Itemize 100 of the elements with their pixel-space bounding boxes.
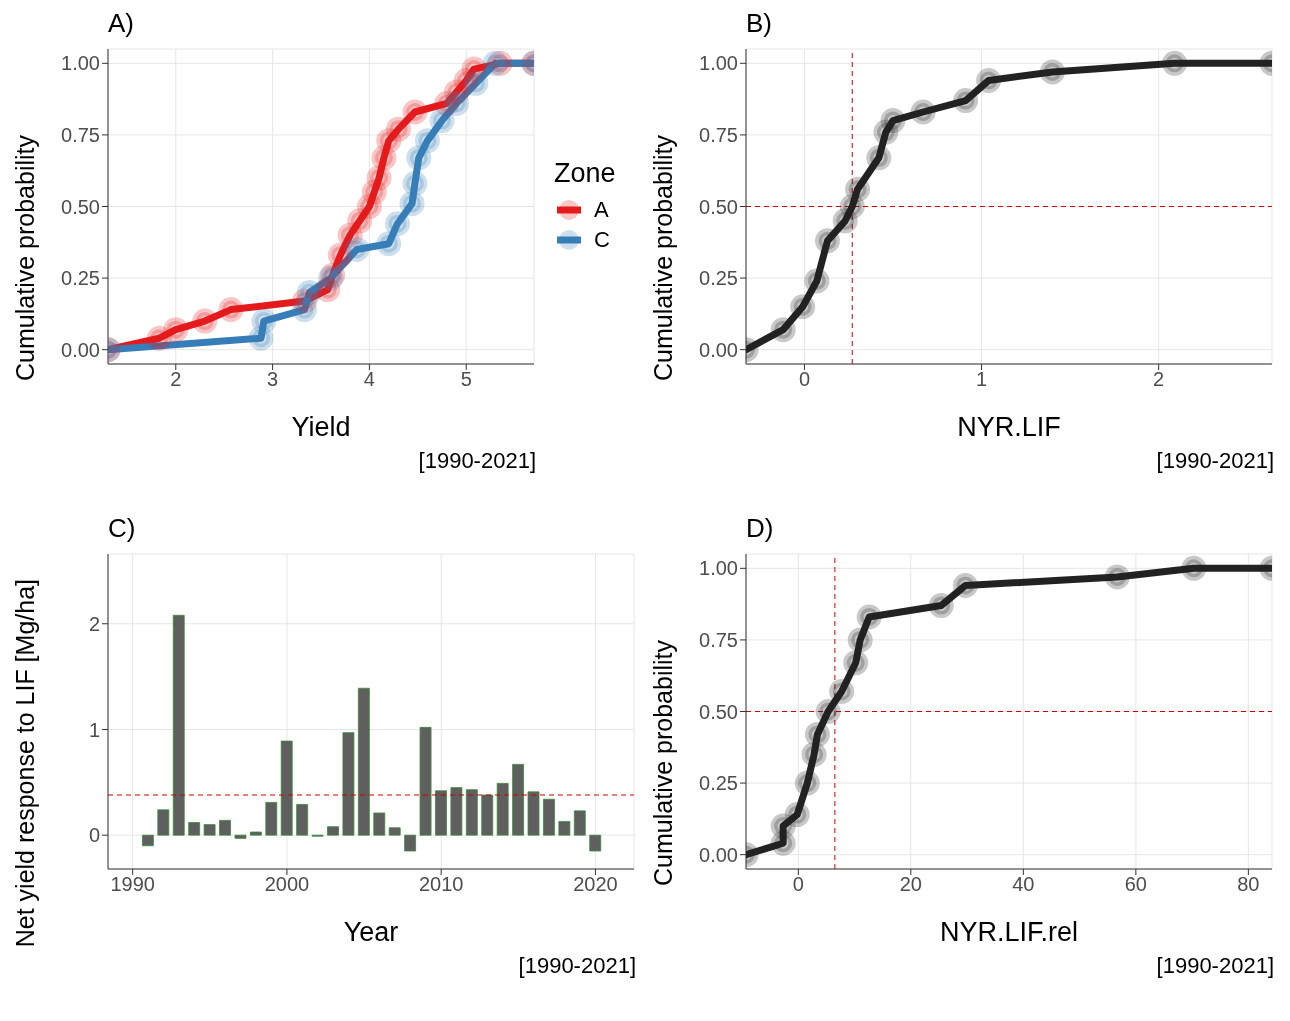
point	[770, 813, 796, 839]
bar	[419, 726, 432, 836]
x-tick-label: 2010	[418, 873, 464, 896]
y-tick-label: 0.75	[699, 629, 738, 652]
y-axis-title: Cumulative probability	[648, 640, 678, 886]
text: [1990-2021]	[1156, 953, 1274, 979]
bar	[203, 824, 216, 836]
chart-title: A)	[108, 8, 134, 39]
x-axis-title: Year	[343, 917, 399, 947]
x-axis-title: NYR.LIF	[957, 412, 1061, 442]
y-tick-label: 0.25	[61, 267, 100, 290]
bar	[357, 687, 370, 836]
y-tick-label: 0.50	[61, 195, 100, 218]
bar	[589, 834, 602, 852]
point	[444, 90, 470, 116]
point	[910, 99, 936, 125]
y-tick-label: 2	[88, 612, 100, 635]
x-tick-label: 40	[1012, 873, 1035, 896]
bar	[265, 802, 278, 836]
bar	[404, 834, 417, 852]
bar	[465, 789, 478, 836]
point	[866, 145, 892, 171]
point	[790, 294, 816, 320]
point	[146, 325, 172, 351]
point	[192, 308, 218, 334]
x-tick-label: 2	[1153, 368, 1165, 391]
bar	[219, 819, 231, 836]
x-tick-label: 5	[460, 368, 472, 391]
point	[384, 211, 410, 237]
legend-title: Zone	[554, 158, 616, 189]
point	[770, 317, 796, 343]
text: [1990-2021]	[518, 953, 636, 979]
x-tick-label: 60	[1124, 873, 1147, 896]
point	[839, 194, 865, 219]
bar	[512, 763, 524, 836]
bar	[450, 787, 463, 836]
bar	[373, 812, 386, 836]
bar	[388, 827, 401, 836]
point	[482, 50, 508, 76]
bar	[342, 732, 355, 836]
y-axis-title: Cumulative probability	[10, 135, 40, 381]
y-tick-label: 0.25	[699, 772, 738, 795]
y-tick-label: 0.00	[699, 843, 738, 866]
bar	[249, 831, 262, 836]
bar	[188, 822, 201, 836]
point	[399, 191, 425, 217]
bar	[543, 798, 555, 836]
x-tick-label: 1990	[110, 873, 155, 896]
bar	[280, 740, 293, 836]
legend-label: A	[594, 197, 609, 223]
point	[801, 741, 827, 767]
y-tick-label: 0.25	[699, 267, 738, 290]
point	[415, 128, 440, 154]
point	[815, 699, 841, 724]
x-tick-label: 2000	[264, 873, 310, 896]
text: [1990-2021]	[418, 448, 536, 474]
bar	[296, 804, 309, 836]
point	[1039, 59, 1065, 85]
y-tick-label: 0.50	[699, 700, 738, 723]
point	[845, 176, 871, 202]
point	[366, 165, 392, 191]
point	[385, 116, 411, 142]
point	[976, 68, 1002, 93]
point	[804, 721, 830, 747]
y-tick-label: 1.00	[699, 52, 738, 75]
point	[784, 802, 810, 828]
point	[406, 145, 432, 171]
point	[843, 650, 869, 676]
x-tick-label: 4	[363, 368, 375, 391]
bar	[527, 791, 540, 836]
point	[847, 627, 873, 653]
x-tick-label: 80	[1237, 873, 1260, 896]
point	[880, 108, 906, 134]
bar	[172, 614, 185, 836]
x-tick-label: 20	[899, 873, 922, 896]
y-tick-label: 0.75	[699, 124, 738, 147]
bar	[234, 834, 247, 839]
x-tick-label: 0	[798, 368, 811, 391]
y-axis-title: Cumulative probability	[648, 135, 678, 381]
bar	[558, 821, 571, 836]
point	[344, 236, 370, 262]
bar	[573, 810, 586, 836]
point	[251, 308, 277, 334]
point	[829, 678, 855, 704]
point	[376, 231, 402, 257]
y-tick-label: 0	[88, 824, 100, 847]
chart-title: C)	[108, 513, 136, 544]
y-tick-label: 1.00	[61, 52, 100, 75]
point	[163, 317, 189, 343]
point	[794, 770, 820, 796]
point	[1104, 564, 1130, 590]
text: [1990-2021]	[1156, 448, 1274, 474]
y-tick-label: 0.00	[61, 338, 100, 361]
x-tick-label: 0	[792, 873, 804, 896]
y-tick-label: 0.50	[699, 195, 738, 218]
point	[296, 279, 322, 305]
point	[1162, 50, 1188, 76]
point	[402, 171, 428, 197]
x-tick-label: 2	[170, 368, 182, 391]
y-tick-label: 1	[88, 718, 100, 741]
